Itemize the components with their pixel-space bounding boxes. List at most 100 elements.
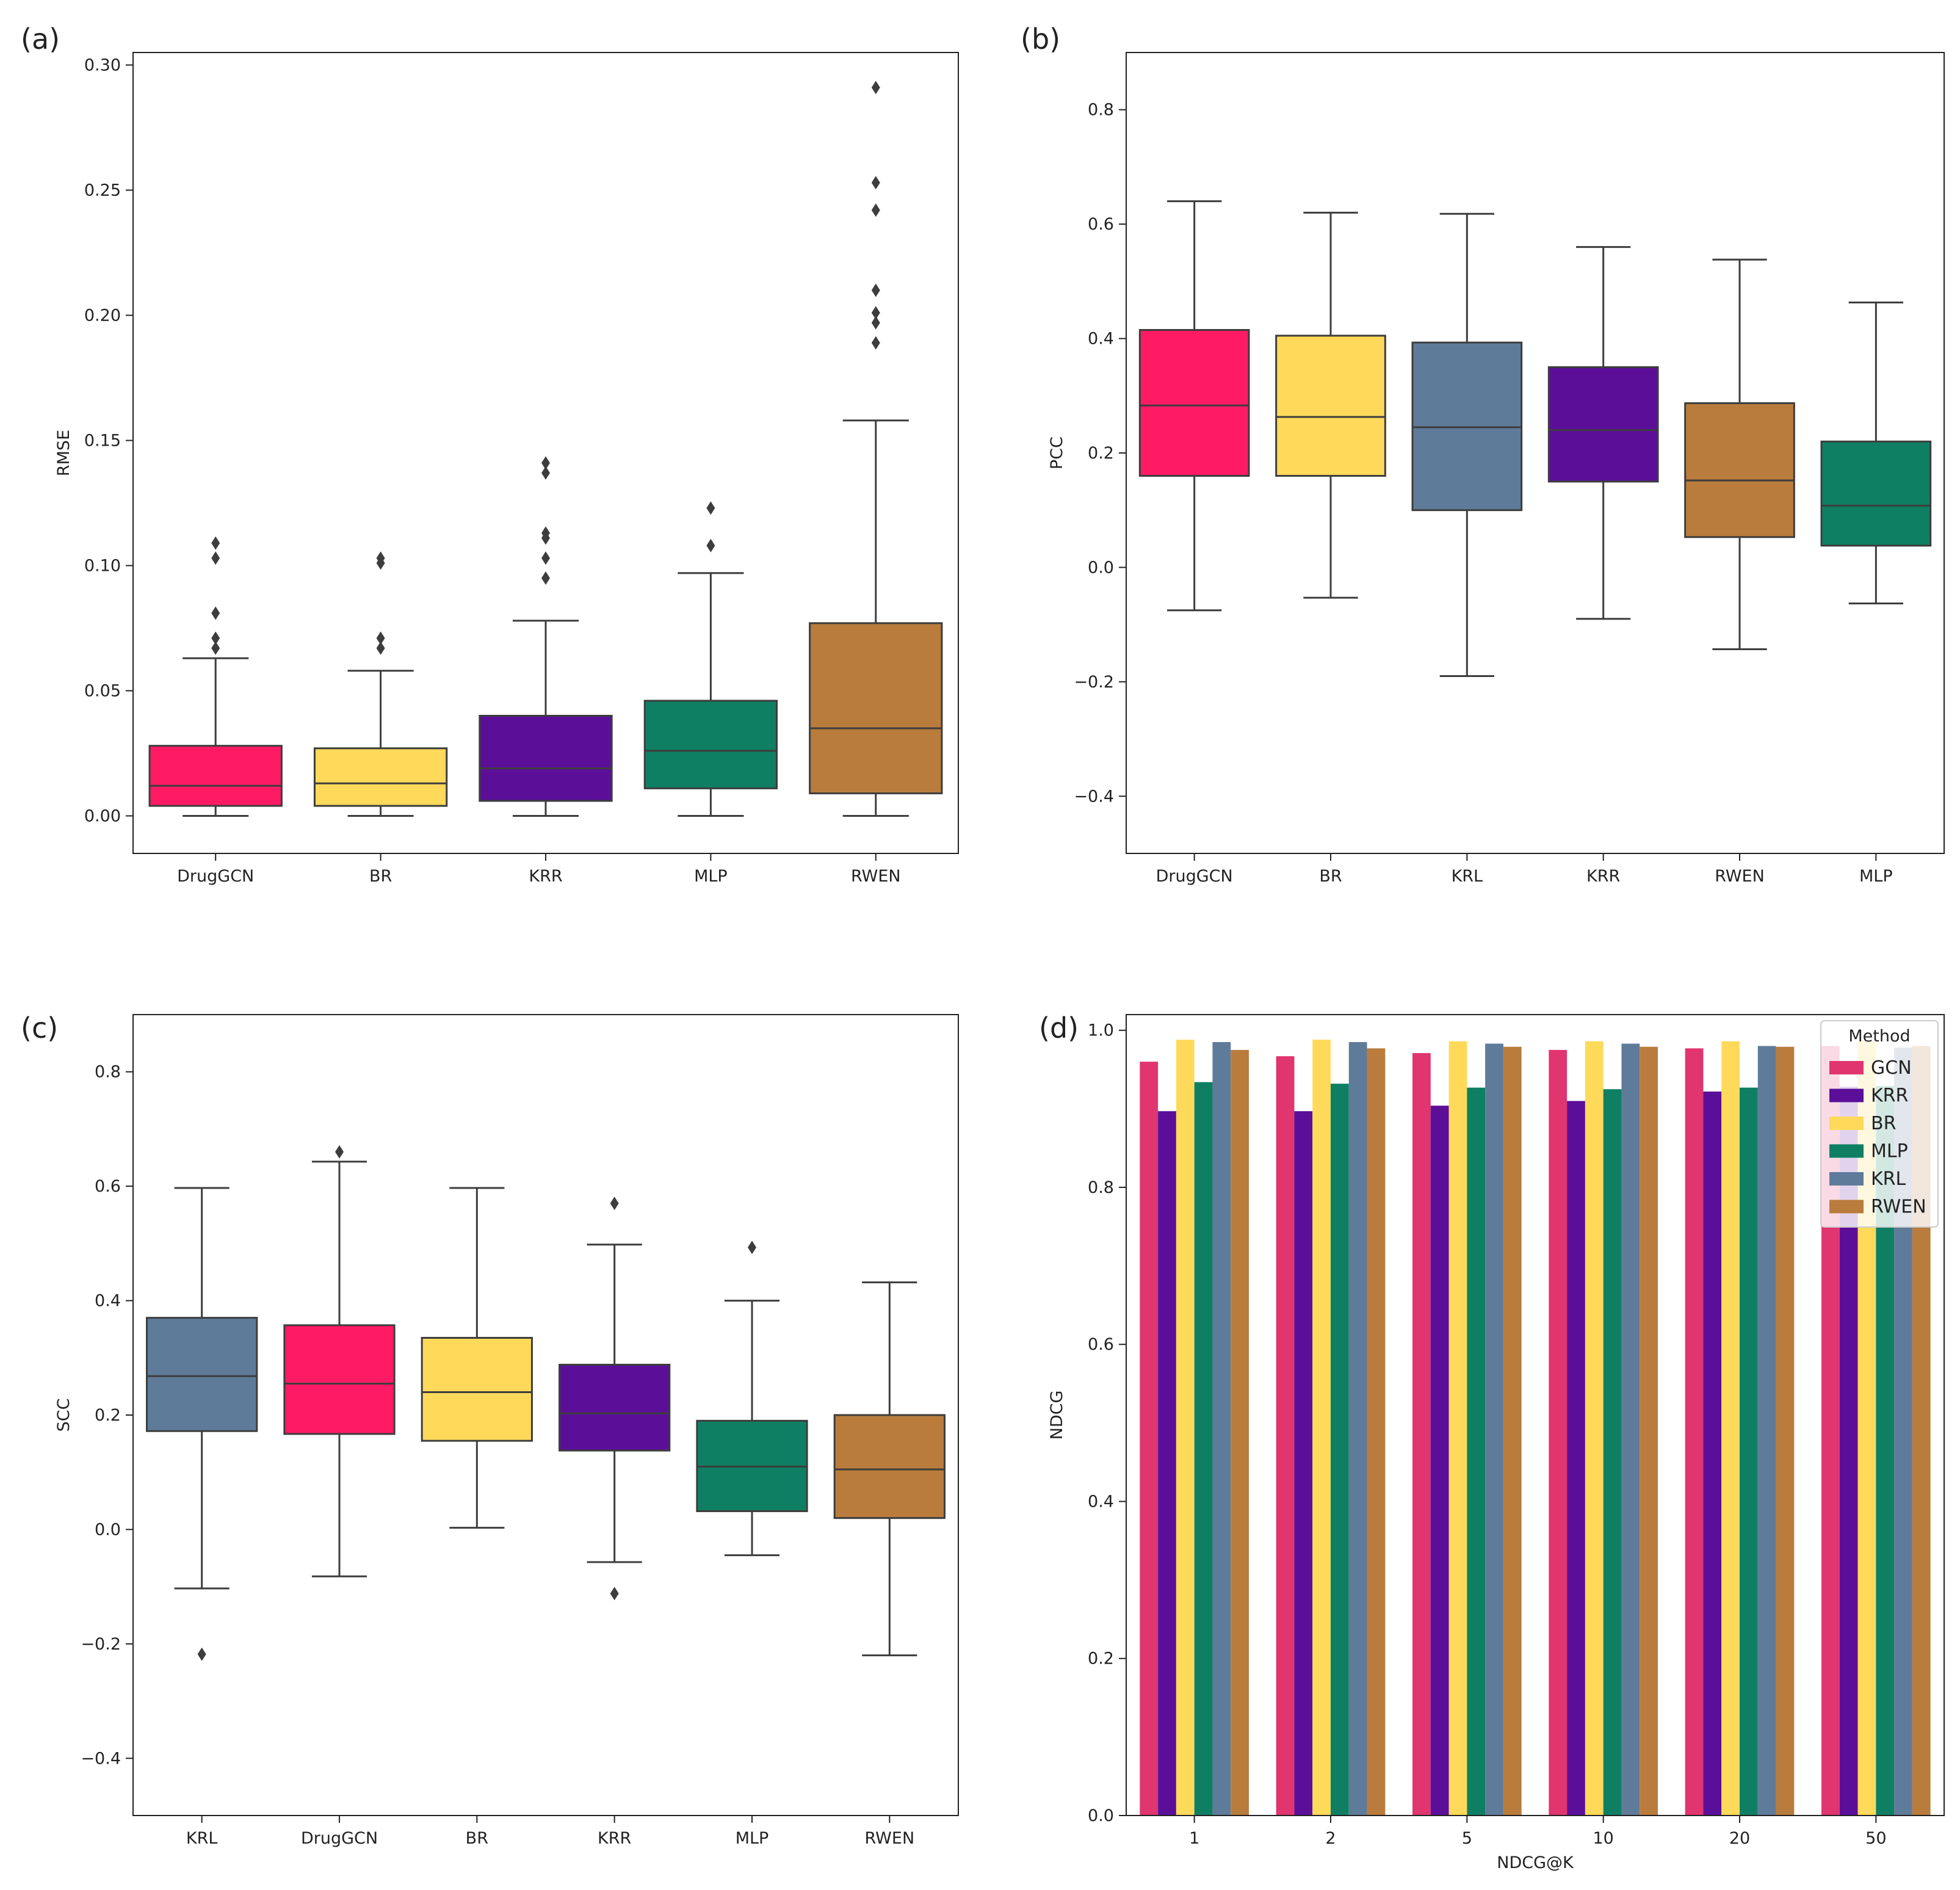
legend-label-rwen: RWEN bbox=[1871, 1197, 1926, 1218]
box-br bbox=[1275, 211, 1386, 599]
bar-gcn-k2 bbox=[1276, 1056, 1295, 1816]
box-br bbox=[313, 551, 448, 817]
box-krr bbox=[1547, 246, 1659, 620]
bar-krr-k10 bbox=[1567, 1101, 1585, 1816]
box-body bbox=[283, 1324, 396, 1435]
outlier-point bbox=[748, 1240, 756, 1255]
box-mlp bbox=[696, 1240, 808, 1557]
y-tick-label: 0.15 bbox=[84, 432, 121, 451]
panel-b: (b) −0.4 −0.2 0.0 0.2 0.4 0.6 0.8 PCC DrugGCN BR KR… bbox=[1021, 23, 1945, 886]
outlier-point bbox=[871, 203, 880, 217]
outlier-point bbox=[541, 526, 550, 540]
legend-title: Method bbox=[1848, 1027, 1910, 1046]
axes-frame bbox=[132, 1014, 959, 1816]
box-krl bbox=[1411, 212, 1523, 677]
box-br bbox=[421, 1187, 533, 1529]
y-tick-label: 0.2 bbox=[1088, 1649, 1114, 1668]
bar-krl-k5 bbox=[1485, 1043, 1503, 1816]
bar-mlp-k10 bbox=[1603, 1089, 1622, 1816]
axes-frame bbox=[132, 52, 959, 854]
outlier-point bbox=[871, 316, 880, 330]
outlier-point bbox=[211, 641, 220, 655]
y-tick-label: 0.4 bbox=[1088, 330, 1114, 349]
legend-swatch-gcn bbox=[1829, 1061, 1864, 1074]
box-body bbox=[643, 700, 778, 789]
x-tick-label: DrugGCN bbox=[301, 1829, 378, 1848]
legend-label-br: BR bbox=[1871, 1113, 1896, 1134]
bar-br-k20 bbox=[1721, 1041, 1740, 1816]
bar-krl-k20 bbox=[1757, 1046, 1776, 1816]
legend-swatch-krl bbox=[1829, 1172, 1864, 1186]
y-tick-label: 0.05 bbox=[84, 682, 121, 701]
x-tick-label: BR bbox=[1319, 867, 1342, 886]
outlier-point bbox=[871, 283, 880, 297]
y-axis-title: RMSE bbox=[54, 430, 73, 476]
box-body bbox=[148, 745, 283, 807]
x-tick-label: RWEN bbox=[865, 1829, 915, 1848]
outlier-point bbox=[376, 641, 385, 655]
y-tick-label: −0.4 bbox=[81, 1749, 121, 1768]
x-tick-label: 2 bbox=[1325, 1829, 1336, 1848]
bar-krl-k1 bbox=[1212, 1042, 1231, 1816]
bar-rwen-k1 bbox=[1231, 1049, 1249, 1816]
y-tick-label: 0.0 bbox=[1088, 1806, 1114, 1825]
outlier-point bbox=[541, 571, 550, 585]
box-krr bbox=[479, 456, 613, 817]
box-body bbox=[146, 1317, 258, 1432]
y-tick-label: 0.6 bbox=[1088, 215, 1114, 234]
x-tick-label: 20 bbox=[1729, 1829, 1750, 1848]
box-mlp bbox=[643, 501, 778, 817]
bar-rwen-k20 bbox=[1776, 1046, 1795, 1816]
y-tick-label: 0.30 bbox=[84, 56, 121, 75]
outlier-point bbox=[211, 606, 220, 620]
y-tick-label: −0.2 bbox=[1074, 673, 1114, 692]
outlier-point bbox=[871, 176, 880, 190]
box-rwen bbox=[809, 81, 943, 817]
y-tick-label: 0.0 bbox=[95, 1520, 121, 1539]
x-tick-label: 10 bbox=[1593, 1829, 1613, 1848]
x-tick-label: 50 bbox=[1865, 1829, 1886, 1848]
x-tick-label: DrugGCN bbox=[177, 867, 254, 886]
panel-label: (a) bbox=[21, 23, 60, 56]
box-body bbox=[1684, 402, 1795, 538]
outlier-point bbox=[871, 336, 880, 350]
x-tick-label: 1 bbox=[1189, 1829, 1199, 1848]
outlier-point bbox=[706, 538, 715, 552]
y-tick-label: 0.8 bbox=[95, 1063, 121, 1082]
bar-krl-k2 bbox=[1348, 1042, 1367, 1816]
bar-mlp-k20 bbox=[1740, 1087, 1758, 1816]
x-tick-label: KRL bbox=[186, 1829, 218, 1848]
y-tick-label: 0.25 bbox=[84, 181, 121, 200]
y-tick-label: 0.2 bbox=[95, 1406, 121, 1425]
box-rwen bbox=[833, 1281, 946, 1657]
bar-mlp-k1 bbox=[1194, 1082, 1213, 1816]
panel-a: (a) 0.00 0.05 0.10 0.15 0.20 0.25 0.30 RMSE DrugG… bbox=[21, 23, 959, 886]
bar-rwen-k5 bbox=[1503, 1046, 1522, 1816]
bar-gcn-k5 bbox=[1412, 1053, 1431, 1816]
x-tick-label: MLP bbox=[694, 867, 728, 886]
box-body bbox=[1138, 329, 1250, 477]
box-body bbox=[1275, 335, 1386, 477]
bar-br-k2 bbox=[1312, 1040, 1331, 1816]
y-axis-title: PCC bbox=[1047, 436, 1066, 469]
y-tick-label: −0.4 bbox=[1074, 787, 1114, 806]
legend-label-gcn: GCN bbox=[1871, 1057, 1912, 1079]
bar-rwen-k2 bbox=[1367, 1048, 1386, 1816]
axes-frame bbox=[1126, 1014, 1945, 1816]
bar-mlp-k2 bbox=[1331, 1084, 1349, 1816]
y-tick-label: 0.2 bbox=[1088, 444, 1114, 463]
bar-krr-k1 bbox=[1158, 1111, 1176, 1816]
box-mlp bbox=[1820, 302, 1932, 604]
y-tick-label: 0.8 bbox=[1088, 1178, 1114, 1197]
legend-swatch-rwen bbox=[1829, 1200, 1864, 1214]
legend-swatch-mlp bbox=[1829, 1144, 1864, 1158]
bar-mlp-k5 bbox=[1467, 1087, 1486, 1816]
box-druggcn bbox=[148, 536, 283, 817]
outlier-point bbox=[211, 536, 220, 550]
y-tick-label: 0.00 bbox=[84, 807, 121, 826]
outlier-point bbox=[541, 456, 550, 470]
legend: Method GCN KRR BR MLP KRL RWEN bbox=[1820, 1020, 1939, 1228]
box-body bbox=[479, 715, 613, 802]
outlier-point bbox=[871, 81, 880, 95]
box-body bbox=[1820, 440, 1932, 547]
